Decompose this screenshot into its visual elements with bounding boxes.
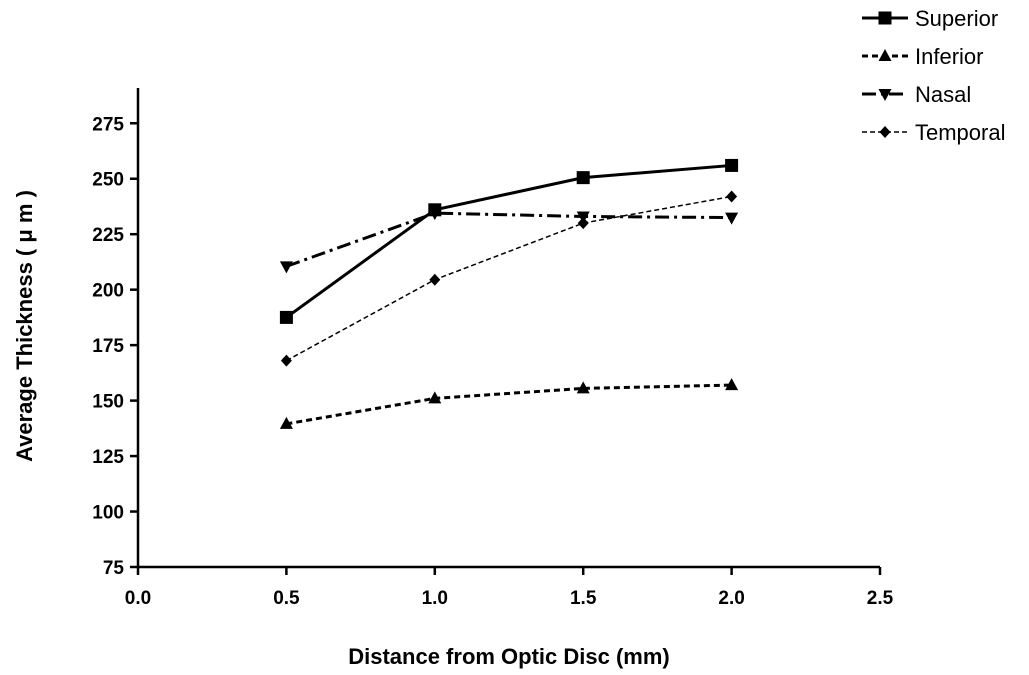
legend: Superior Inferior Nasal Temporal (862, 6, 1005, 145)
y-tick-label: 125 (92, 447, 124, 468)
x-tick-label: 1.0 (422, 588, 448, 609)
series-line-nasal (285, 211, 732, 268)
y-tick-label: 75 (103, 558, 125, 579)
data-point-temporal (726, 190, 738, 203)
y-tick-label: 100 (92, 503, 124, 524)
data-point-temporal (429, 273, 441, 286)
y-tick-label: 175 (92, 336, 124, 357)
series-nasal (279, 208, 739, 274)
y-tick-label: 275 (92, 114, 124, 135)
x-tick-label: 0.5 (273, 588, 300, 609)
data-point-superior (725, 158, 739, 172)
y-ticks: 75 100 125 150 175 200 225 250 275 (92, 114, 138, 579)
legend-label-nasal: Nasal (915, 82, 971, 107)
legend-marker-superior (878, 11, 892, 25)
data-point-superior (279, 310, 293, 324)
y-tick-label: 200 (92, 281, 124, 302)
data-point-inferior (725, 378, 739, 391)
legend-label-inferior: Inferior (915, 44, 983, 69)
data-point-nasal (725, 212, 739, 225)
x-tick-label: 0.0 (125, 588, 151, 609)
x-axis-title: Distance from Optic Disc (mm) (348, 644, 670, 669)
data-point-temporal (280, 354, 292, 367)
legend-label-temporal: Temporal (915, 120, 1005, 145)
series-superior (279, 158, 739, 324)
y-tick-label: 250 (92, 170, 124, 191)
series-layer (279, 158, 739, 429)
legend-marker-nasal (878, 89, 892, 101)
x-tick-label: 2.5 (867, 588, 894, 609)
x-ticks: 0.0 0.5 1.0 1.5 2.0 2.5 (125, 567, 894, 609)
legend-item-nasal: Nasal (862, 82, 971, 107)
y-tick-label: 225 (92, 225, 124, 246)
series-inferior (279, 378, 739, 429)
data-point-inferior (428, 391, 442, 404)
data-point-temporal (577, 217, 589, 230)
data-point-nasal (428, 208, 442, 221)
data-point-nasal (279, 261, 293, 274)
legend-item-inferior: Inferior (862, 44, 983, 69)
legend-marker-inferior (878, 49, 892, 61)
legend-marker-temporal (879, 126, 891, 138)
series-line-inferior (286, 383, 732, 426)
legend-item-superior: Superior (862, 6, 998, 31)
series-line-temporal (286, 195, 732, 362)
x-tick-label: 2.0 (718, 588, 744, 609)
series-temporal (280, 190, 738, 367)
legend-item-temporal: Temporal (862, 120, 1005, 145)
y-tick-label: 150 (92, 392, 124, 413)
data-point-inferior (576, 381, 590, 394)
data-point-inferior (279, 416, 293, 429)
legend-label-superior: Superior (915, 6, 998, 31)
axes (136, 88, 880, 569)
data-point-superior (576, 171, 590, 185)
y-axis-title: Average Thickness ( μ m ) (12, 190, 37, 462)
series-line-superior (285, 163, 732, 319)
x-tick-label: 1.5 (570, 588, 597, 609)
